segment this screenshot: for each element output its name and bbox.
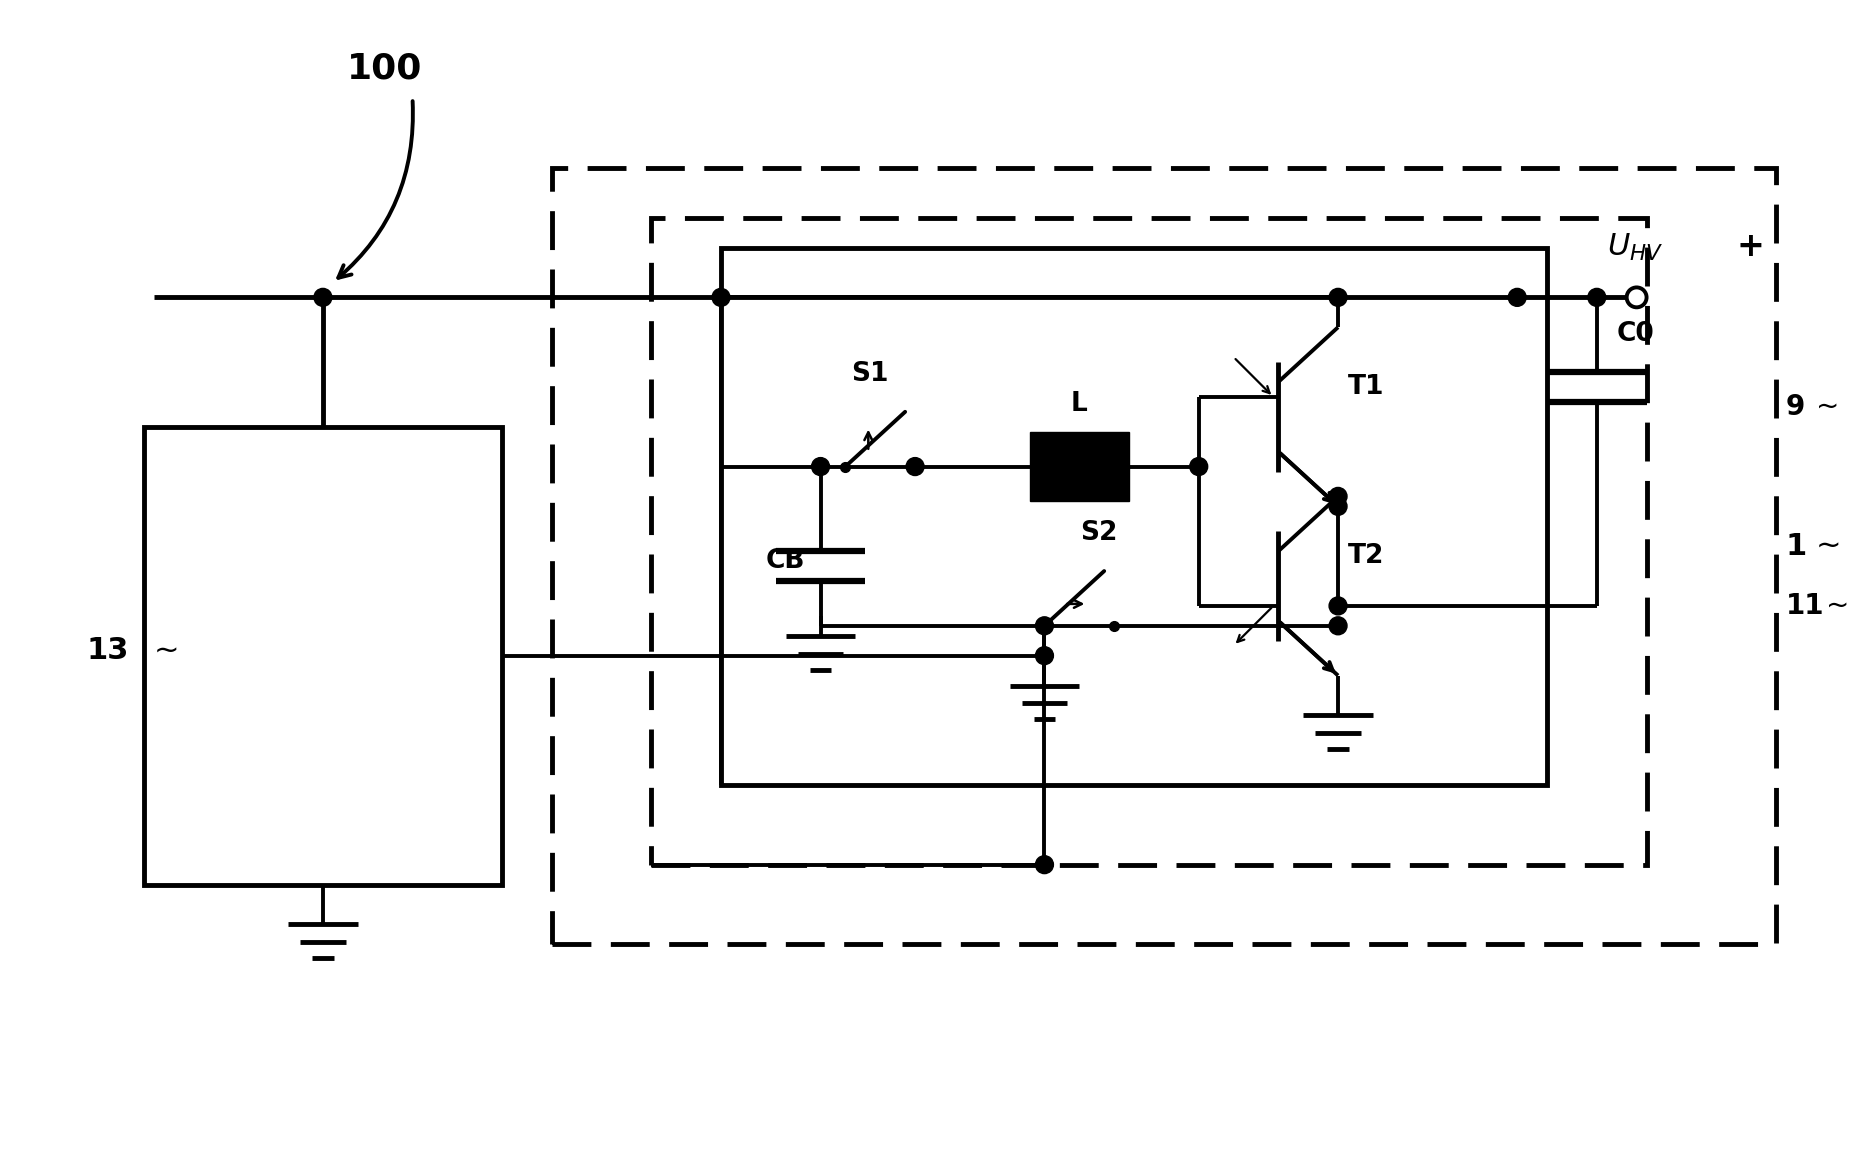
Text: L: L	[1071, 391, 1087, 416]
Circle shape	[1627, 287, 1646, 308]
Bar	[143, 427, 503, 885]
Circle shape	[315, 288, 331, 307]
Circle shape	[1329, 498, 1346, 515]
Text: 1: 1	[1786, 532, 1808, 561]
Circle shape	[1329, 487, 1346, 505]
Text: 100: 100	[346, 51, 423, 85]
Circle shape	[1035, 856, 1054, 873]
Circle shape	[1190, 457, 1208, 476]
Text: C0: C0	[1616, 321, 1655, 347]
Circle shape	[1329, 288, 1346, 307]
Text: 13: 13	[86, 637, 128, 665]
Circle shape	[1588, 288, 1605, 307]
Circle shape	[1329, 617, 1346, 634]
Circle shape	[907, 457, 924, 476]
Text: T1: T1	[1348, 374, 1385, 400]
Text: CB: CB	[765, 548, 806, 574]
Circle shape	[812, 457, 829, 476]
Text: ~: ~	[1827, 592, 1849, 620]
Text: 11: 11	[1786, 592, 1825, 620]
Text: ~: ~	[155, 637, 179, 665]
Bar	[551, 168, 1776, 944]
Circle shape	[1035, 617, 1054, 634]
Circle shape	[1035, 647, 1054, 665]
Text: ~: ~	[1815, 393, 1840, 421]
Text: S2: S2	[1080, 520, 1117, 546]
Bar	[1030, 431, 1128, 501]
Text: S1: S1	[851, 361, 888, 387]
Circle shape	[1329, 597, 1346, 614]
Text: $U_{HV}$: $U_{HV}$	[1607, 231, 1663, 262]
Text: +: +	[1735, 230, 1763, 262]
Text: ~: ~	[1815, 532, 1842, 561]
Text: 9: 9	[1786, 393, 1804, 421]
Circle shape	[711, 288, 730, 307]
Bar	[652, 218, 1646, 865]
Text: T2: T2	[1348, 543, 1383, 569]
Circle shape	[1508, 288, 1527, 307]
Bar	[721, 247, 1547, 785]
